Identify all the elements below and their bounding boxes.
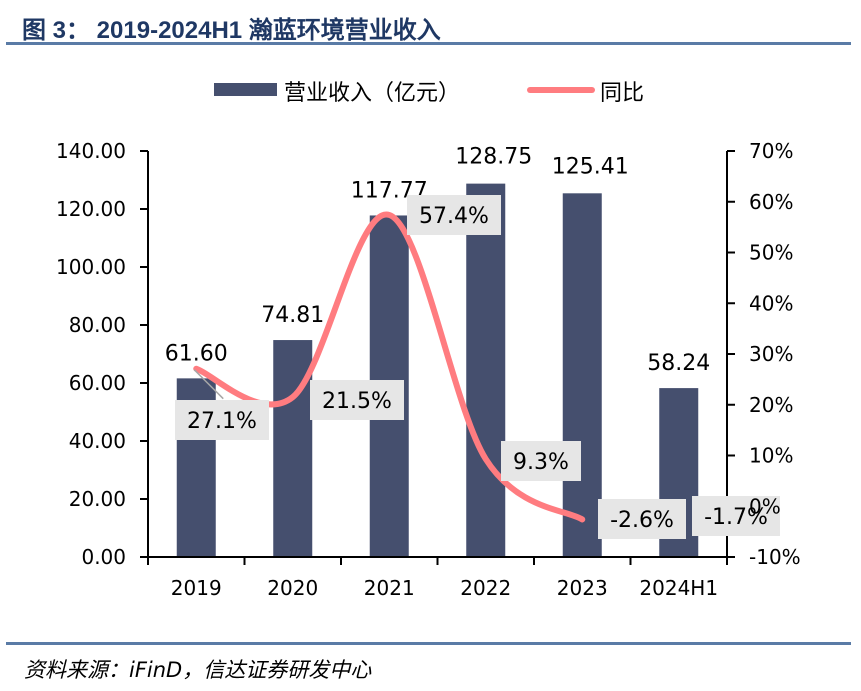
bar-value-label: 128.75 xyxy=(455,145,532,170)
title-divider xyxy=(6,42,851,45)
legend: 营业收入（亿元） 同比 xyxy=(214,81,644,106)
yoy-value-label: 21.5% xyxy=(322,389,392,414)
right-tick-label: 70% xyxy=(749,139,793,163)
left-tick-label: 20.00 xyxy=(69,487,126,511)
x-tick-label: 2020 xyxy=(267,576,318,600)
right-tick-label: 30% xyxy=(749,342,793,366)
yoy-label-box xyxy=(407,195,501,235)
bar-value-label: 58.24 xyxy=(647,351,710,376)
legend-label-yoy: 同比 xyxy=(600,81,644,106)
right-tick-label: -10% xyxy=(749,545,801,569)
x-tick-label: 2023 xyxy=(557,576,608,600)
yoy-value-label: -1.7% xyxy=(704,505,768,530)
left-tick-label: 0.00 xyxy=(81,545,126,569)
footer-divider xyxy=(6,642,851,645)
left-tick-label: 60.00 xyxy=(69,371,126,395)
right-tick-label: 50% xyxy=(749,241,793,265)
bar-2022 xyxy=(466,183,506,557)
left-tick-label: 80.00 xyxy=(69,313,126,337)
yoy-label-box xyxy=(598,499,686,539)
yoy-value-label: 27.1% xyxy=(187,409,257,434)
label-leader-line xyxy=(193,369,224,400)
x-tick-label: 2019 xyxy=(171,576,222,600)
yoy-value-label: -2.6% xyxy=(610,508,674,533)
yoy-label-box xyxy=(175,400,269,440)
bar-value-label: 74.81 xyxy=(261,303,324,328)
bar-2023 xyxy=(562,193,602,557)
right-tick-label-overlay: 0% xyxy=(749,494,781,518)
yoy-label-box xyxy=(692,496,780,536)
right-tick-label: 10% xyxy=(749,444,793,468)
left-tick-label: 140.00 xyxy=(56,139,126,163)
chart: 营业收入（亿元） 同比 0.00 20.00 40.00 60.00 80.00 100.… xyxy=(56,81,801,600)
legend-swatch-bar xyxy=(214,83,277,96)
chart-title: 图 3： 2019-2024H1 瀚蓝环境营业收入 xyxy=(22,17,441,44)
right-tick-label: 20% xyxy=(749,393,793,417)
right-tick-label: 60% xyxy=(749,190,793,214)
source-note: 资料来源：iFinD，信达证券研发中心 xyxy=(24,658,372,682)
yoy-label-box xyxy=(501,441,581,481)
x-tick-label: 2024H1 xyxy=(639,576,718,600)
x-tick-label: 2021 xyxy=(364,576,415,600)
bar-value-label: 125.41 xyxy=(552,154,629,179)
yoy-value-label: 57.4% xyxy=(419,204,489,229)
left-tick-label: 120.00 xyxy=(56,197,126,221)
right-tick-label: 40% xyxy=(749,291,793,315)
bar-value-label: 61.60 xyxy=(165,341,228,366)
left-tick-label: 40.00 xyxy=(69,429,126,453)
left-tick-label: 100.00 xyxy=(56,255,126,279)
yoy-line xyxy=(193,211,586,523)
x-tick-label: 2022 xyxy=(460,576,511,600)
legend-label-revenue: 营业收入（亿元） xyxy=(284,81,460,106)
yoy-label-box xyxy=(310,380,404,420)
yoy-value-label: 9.3% xyxy=(513,450,569,475)
